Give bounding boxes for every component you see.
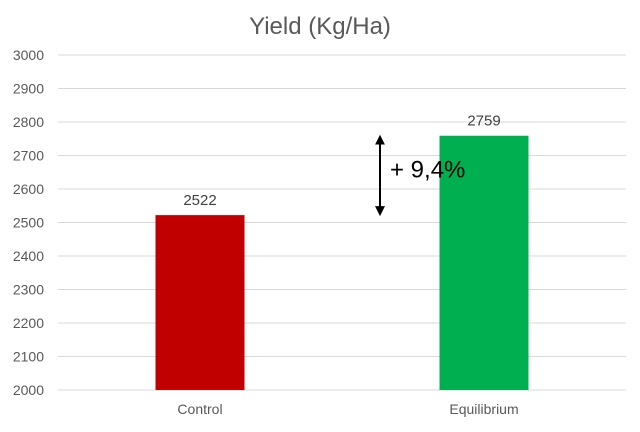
y-tick-label: 2600 xyxy=(13,181,44,197)
data-label: 2759 xyxy=(467,113,500,130)
y-tick-label: 2200 xyxy=(13,315,44,331)
y-tick-label: 2800 xyxy=(13,114,44,130)
y-tick-label: 2500 xyxy=(13,215,44,231)
y-tick-label: 3000 xyxy=(13,47,44,63)
y-tick-label: 2300 xyxy=(13,282,44,298)
bar-control xyxy=(155,215,245,390)
y-tick-label: 2400 xyxy=(13,248,44,264)
x-category-label: Equilibrium xyxy=(449,401,518,417)
y-tick-label: 2100 xyxy=(13,349,44,365)
chart-title: Yield (Kg/Ha) xyxy=(249,13,391,40)
y-tick-label: 2700 xyxy=(13,148,44,164)
bars xyxy=(155,135,529,390)
y-tick-label: 2000 xyxy=(13,382,44,398)
data-label: 2522 xyxy=(183,192,216,209)
increase-percentage: + 9,4% xyxy=(390,156,465,183)
y-tick-label: 2900 xyxy=(13,81,44,97)
gridlines xyxy=(58,54,626,391)
increase-annotation: + 9,4% xyxy=(375,134,465,217)
x-axis-categories: Control Equilibrium xyxy=(177,401,518,417)
y-axis-ticks: 2000 2100 2200 2300 2400 2500 2600 2700 2800 2900… xyxy=(13,47,44,398)
x-category-label: Control xyxy=(177,401,222,417)
data-labels: 2522 2759 xyxy=(183,113,500,209)
bar-equilibrium xyxy=(439,135,529,390)
